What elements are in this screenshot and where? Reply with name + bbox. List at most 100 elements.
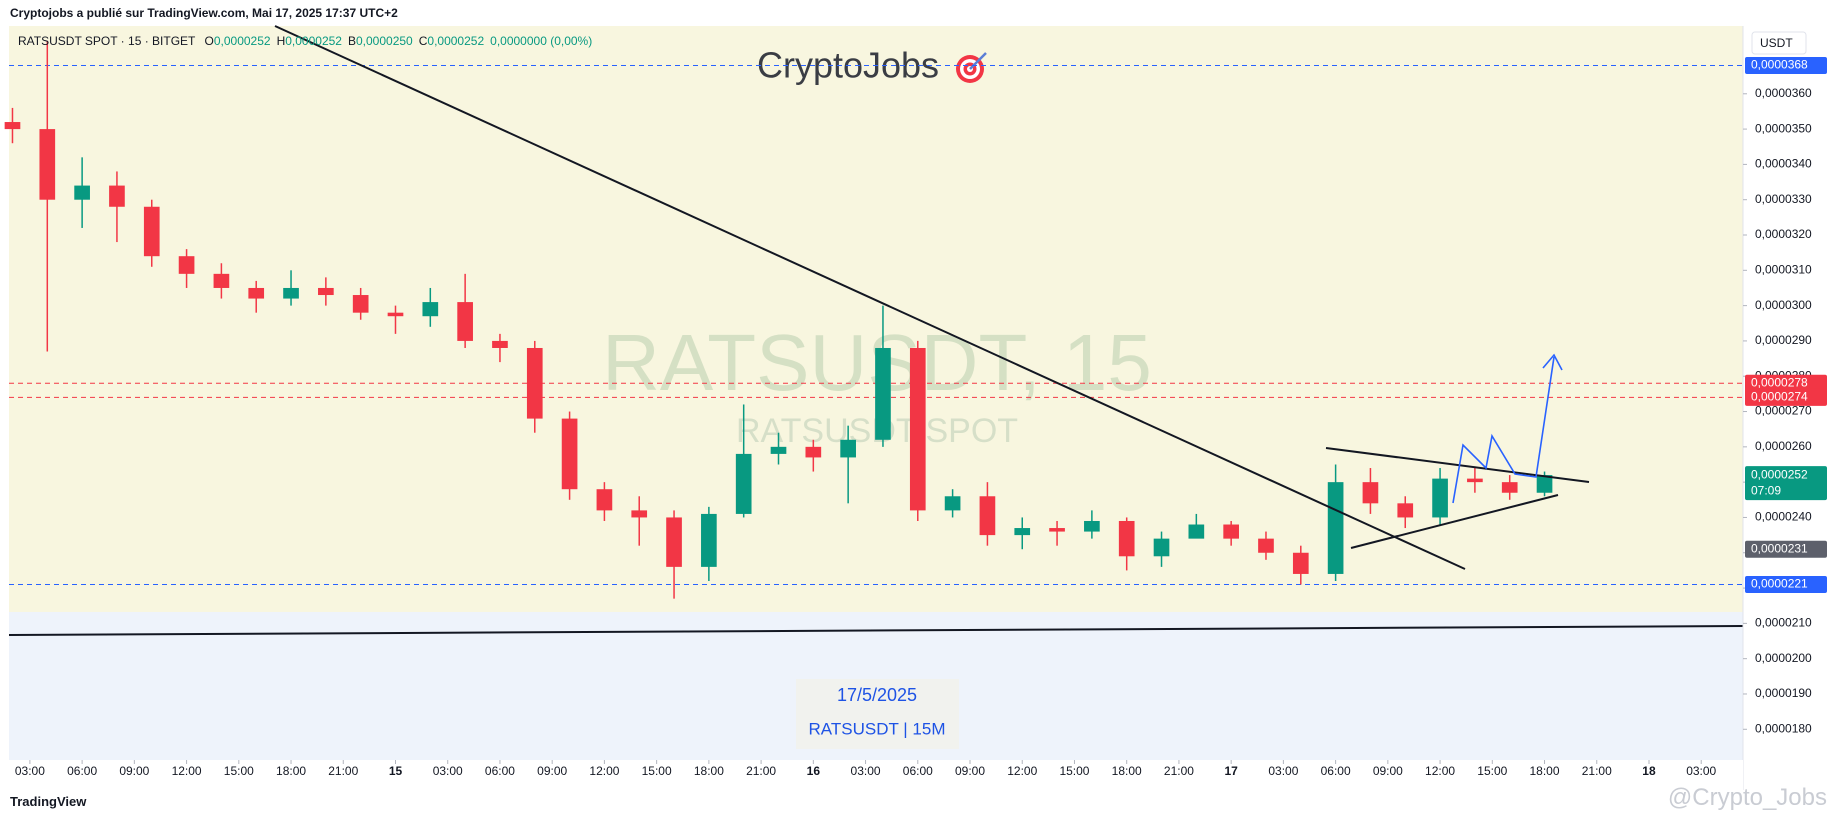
x-tick-label: 06:00 [903,764,933,778]
legend-key: C [418,34,428,48]
x-tick-label: 17 [1224,764,1238,778]
x-tick-label: 12:00 [172,764,202,778]
y-tick-label: 0,0000270 [1755,404,1812,418]
y-tick-label: 0,0000260 [1755,439,1812,453]
x-tick-label: 21:00 [746,764,776,778]
price-label: 0,0000274 [1751,390,1808,404]
x-tick-label: 15:00 [642,764,672,778]
price-label-countdown: 07:09 [1751,483,1781,497]
y-tick-label: 0,0000210 [1755,616,1812,630]
trend-line [274,25,1466,570]
candle-body [1049,528,1065,532]
x-tick-label: 18 [1642,764,1656,778]
x-tick-label: 09:00 [955,764,985,778]
candle-body [1327,482,1344,574]
x-tick-label: 03:00 [433,764,463,778]
x-tick-label: 06:00 [67,764,97,778]
x-tick-label: 09:00 [537,764,567,778]
legend-value: 0,0000250 [356,34,413,48]
x-tick-label: 06:00 [485,764,515,778]
brand: CryptoJobs [757,45,939,86]
annotation-symbol: RATSUSDT | 15M [809,719,946,738]
legend-value: 0,0000252 [285,34,342,48]
candle-body [318,287,334,296]
price-label-box [1745,540,1827,558]
x-tick-label: 21:00 [1582,764,1612,778]
y-tick-label: 0,0000360 [1755,86,1812,100]
symbol-legend: RATSUSDT SPOT · 15 · BITGET O0,0000252 H0… [18,34,592,48]
x-tick-label: 18:00 [276,764,306,778]
candle-body [631,510,648,518]
candle-body [1014,528,1031,536]
legend-symbol: RATSUSDT SPOT · 15 · BITGET [18,34,196,48]
candle-body [909,347,926,511]
candle-body [1501,482,1518,493]
candle-body [1188,524,1205,539]
price-label-box [1745,466,1827,501]
y-tick-label: 0,0000330 [1755,192,1812,206]
y-tick-label: 0,0000180 [1755,721,1812,735]
y-tick-label: 0,0000320 [1755,227,1812,241]
candle-body [805,446,822,458]
yellow-zone [9,26,1743,612]
price-label-box [1745,57,1827,75]
x-tick-label: 03:00 [1686,764,1716,778]
triangle-top [1325,447,1590,483]
user-drawings [8,25,1744,636]
x-tick-label: 21:00 [1164,764,1194,778]
price-label-box [1745,388,1827,406]
publish-header: Cryptojobs a publié sur TradingView.com,… [10,6,398,20]
candle-body [457,302,473,341]
y-tick-label: 0,0000340 [1755,157,1812,171]
legend-key: H [276,34,286,48]
price-label: 0,0000278 [1751,375,1808,389]
candle-body [248,287,265,299]
candle-body [840,439,856,458]
candle-body [213,273,230,288]
candle-body [1362,482,1379,504]
candle-body [422,302,439,317]
legend-value: 0,0000252 [427,34,485,48]
legend-value: 0,0000252 [213,34,271,48]
projection-arrowhead [1542,353,1563,371]
candle-body [526,347,543,419]
candle-body [944,496,961,511]
candle-body [701,513,717,567]
legend-key: B [347,34,356,48]
x-tick-label: 18:00 [1112,764,1142,778]
y-tick-label: 0,0000190 [1755,686,1812,700]
projection-path [1452,356,1555,504]
candle-body [1467,478,1483,483]
candle-body [1397,503,1414,518]
x-tick-label: 06:00 [1321,764,1351,778]
y-tick-label: 0,0000350 [1755,121,1812,135]
candle-body [1223,524,1239,539]
candle-body [1292,552,1309,574]
x-tick-label: 15 [389,764,403,778]
candle-body [1536,475,1553,493]
candle-body [979,496,996,536]
y-tick-label: 0,0000200 [1755,651,1812,665]
x-tick-label: 09:00 [1373,764,1403,778]
x-tick-label: 12:00 [1425,764,1455,778]
candle-body [492,340,508,348]
time-axis-bg [0,760,1743,790]
annotation-box [796,679,959,749]
y-tick-label: 0,0000240 [1755,510,1812,524]
candle-body [666,517,682,567]
candle-body [1258,538,1274,553]
candle-body [1153,538,1170,557]
candle-body [1084,520,1100,532]
x-tick-label: 16 [807,764,821,778]
legend-key: O [204,34,214,48]
x-tick-label: 03:00 [851,764,881,778]
y-tick-label: 0,0000310 [1755,262,1812,276]
candle-body [770,446,787,454]
tradingview-logo: TradingView [10,794,86,809]
candle-body [1118,520,1135,557]
triangle-bottom [1350,494,1559,549]
author-handle: @Crypto_Jobs [1667,784,1827,811]
price-label: 0,0000368 [1751,58,1808,72]
